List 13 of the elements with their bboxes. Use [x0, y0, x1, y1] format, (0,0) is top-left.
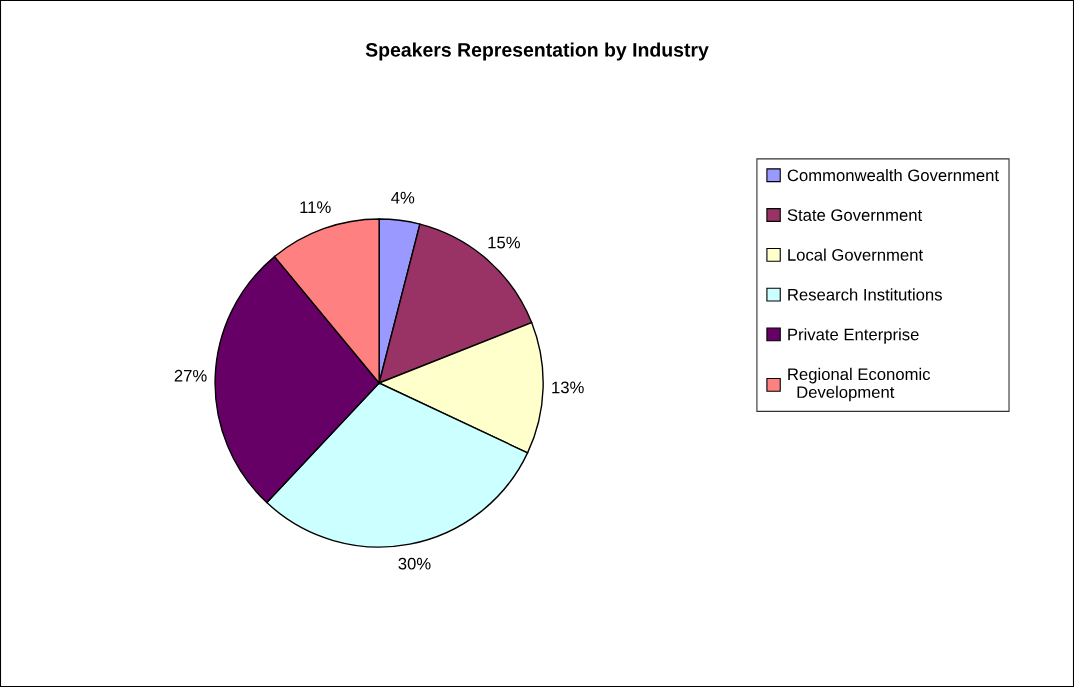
legend-label: Research Institutions	[788, 288, 942, 301]
legend-label: Commonwealth Government	[787, 168, 999, 182]
data-label: 30%	[398, 557, 431, 570]
chart-title: Speakers Representation by Industry	[365, 42, 709, 61]
data-label: 4%	[391, 191, 415, 204]
data-label: 13%	[552, 381, 584, 394]
legend-label: Local Government	[788, 248, 923, 261]
legend-label: Regional Economic Development	[788, 367, 931, 402]
data-label: 15%	[488, 236, 520, 249]
data-label: 27%	[174, 369, 207, 382]
legend-label: Private Enterprise	[788, 328, 919, 344]
data-label: 11%	[300, 201, 331, 213]
legend-label: State Government	[787, 209, 923, 221]
